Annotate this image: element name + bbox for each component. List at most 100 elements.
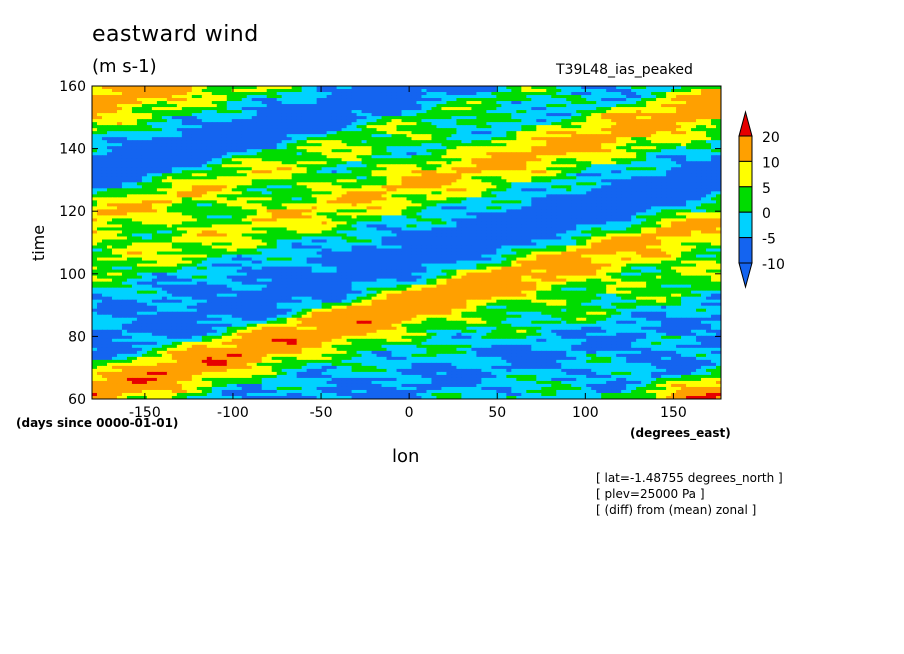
field-cell [171,176,178,180]
field-cell [541,107,547,111]
field-cell [446,89,453,93]
field-cell [211,176,218,180]
field-cell [491,101,497,105]
field-cell [116,155,123,159]
field-cell [116,86,123,90]
field-cell [226,131,233,135]
field-cell [321,128,328,132]
field-cell [121,176,128,180]
field-cell [501,140,507,144]
field-cell [616,119,622,123]
field-cell [546,137,552,141]
field-cell [336,110,343,114]
field-cell [506,167,512,171]
field-cell [351,95,358,99]
field-cell [701,119,707,123]
field-cell [331,128,338,132]
field-cell [646,158,652,162]
field-cell [151,104,158,108]
field-cell [321,149,328,153]
field-cell [661,113,667,117]
field-cell [306,143,313,147]
field-cell [686,104,692,108]
field-cell [296,155,303,159]
field-cell [626,131,632,135]
field-cell [416,155,423,159]
field-cell [646,161,652,165]
field-cell [386,158,393,162]
field-cell [391,167,398,171]
field-cell [151,92,158,96]
field-cell [606,122,612,126]
field-cell [106,152,113,156]
field-cell [536,98,542,102]
field-cell [396,125,403,129]
field-cell [336,161,343,165]
field-cell [501,149,507,153]
field-cell [151,152,158,156]
field-cell [466,131,472,135]
field-cell [491,134,497,138]
field-cell [711,158,717,162]
field-cell [481,86,487,90]
field-cell [386,176,393,180]
field-cell [591,170,597,174]
field-cell [566,137,572,141]
field-cell [296,110,303,114]
field-cell [186,95,193,99]
field-cell [491,98,497,102]
field-cell [286,119,293,123]
field-cell [626,116,632,120]
field-cell [691,161,697,165]
field-cell [696,137,702,141]
field-cell [466,146,472,150]
field-cell [236,101,243,105]
field-cell [711,155,717,159]
field-cell [286,128,293,132]
field-cell [161,122,168,126]
field-cell [516,161,522,165]
field-cell [716,128,721,132]
field-cell [356,95,363,99]
field-cell [291,167,298,171]
field-cell [666,116,672,120]
field-cell [296,104,303,108]
field-cell [241,140,248,144]
field-cell [101,167,108,171]
field-cell [391,86,398,90]
field-cell [656,110,662,114]
field-cell [546,125,552,129]
field-cell [541,140,547,144]
field-cell [571,113,577,117]
field-cell [221,101,228,105]
field-cell [501,134,507,138]
field-cell [401,134,408,138]
field-cell [316,158,323,162]
field-cell [206,95,213,99]
field-cell [406,104,413,108]
field-cell [306,161,313,165]
field-cell [336,170,343,174]
field-cell [686,161,692,165]
field-cell [441,173,448,177]
field-cell [241,170,248,174]
field-cell [526,113,532,117]
field-cell [401,89,408,93]
field-cell [396,143,403,147]
field-cell [206,113,213,117]
field-cell [92,146,98,150]
field-cell [536,104,542,108]
field-cell [101,149,108,153]
field-cell [316,89,323,93]
field-cell [666,158,672,162]
field-cell [516,155,522,159]
field-cell [666,170,672,174]
field-cell [191,89,198,93]
field-cell [556,110,562,114]
field-cell [196,143,203,147]
field-cell [711,122,717,126]
field-cell [401,146,408,150]
field-cell [426,170,433,174]
field-cell [96,101,103,105]
field-cell [341,131,348,135]
